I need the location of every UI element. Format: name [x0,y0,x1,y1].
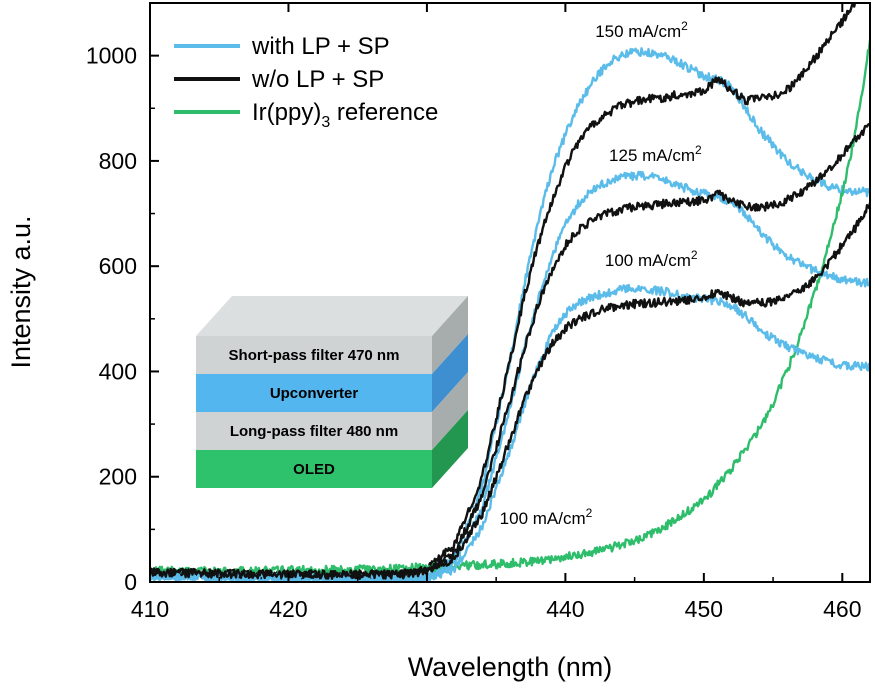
legend-label: with LP + SP [251,33,390,60]
current-density-label: 150 mA/cm2 [595,19,688,41]
x-tick-label: 430 [408,596,446,622]
current-density-label: 125 mA/cm2 [609,143,702,165]
y-tick-label: 800 [99,148,137,174]
layer-front-face [196,450,432,488]
current-density-label: 100 mA/cm2 [500,506,593,528]
layer-top-face [196,296,468,336]
stack-layer: Short-pass filter 470 nm [196,296,468,374]
x-tick-label: 420 [269,596,307,622]
series-line [150,283,870,582]
layer-front-face [196,374,432,412]
layer-side-face [432,372,468,450]
current-density-label: 100 mA/cm2 [605,248,698,270]
legend-label: w/o LP + SP [251,66,384,93]
layer-side-face [432,296,468,374]
layer-front-face [196,336,432,374]
y-axis-title: Intensity a.u. [6,215,36,368]
legend-label: Ir(ppy)3 reference [252,99,438,131]
layer-side-face [432,334,468,412]
layer-label: OLED [293,461,335,478]
plot-frame [149,2,871,583]
annotations: 150 mA/cm2 125 mA/cm2 100 mA/cm2 100 mA/cm2 [500,19,702,528]
layer-label: Short-pass filter 470 nm [229,347,400,364]
y-tick-label: 1000 [86,43,137,69]
series-layer [150,3,870,582]
x-tick-label: 410 [131,596,169,622]
layer-label: Long-pass filter 480 nm [230,423,398,440]
x-tick-label: 450 [685,596,723,622]
stack-layer: Long-pass filter 480 nm [196,372,468,450]
axis-ticks: 410 420 430 440 450 460 0 200 400 600 800 1000 [86,3,861,622]
y-tick-label: 0 [124,569,137,595]
y-tick-label: 200 [99,464,137,490]
series-line [150,202,870,580]
legend: with LP + SP w/o LP + SP Ir(ppy)3 referenc… [174,33,438,131]
layer-front-face [196,412,432,450]
stack-layer: OLED [196,410,468,488]
y-tick-label: 600 [99,253,137,279]
device-stack-diagram: Short-pass filter 470 nm Upconverter Long-… [196,296,468,488]
y-tick-label: 400 [99,358,137,384]
x-axis-title: Wavelength (nm) [408,652,613,682]
stack-layer: Upconverter [196,334,468,412]
layer-label: Upconverter [270,385,359,402]
layer-side-face [432,410,468,488]
x-tick-label: 440 [546,596,584,622]
x-tick-label: 460 [823,596,861,622]
